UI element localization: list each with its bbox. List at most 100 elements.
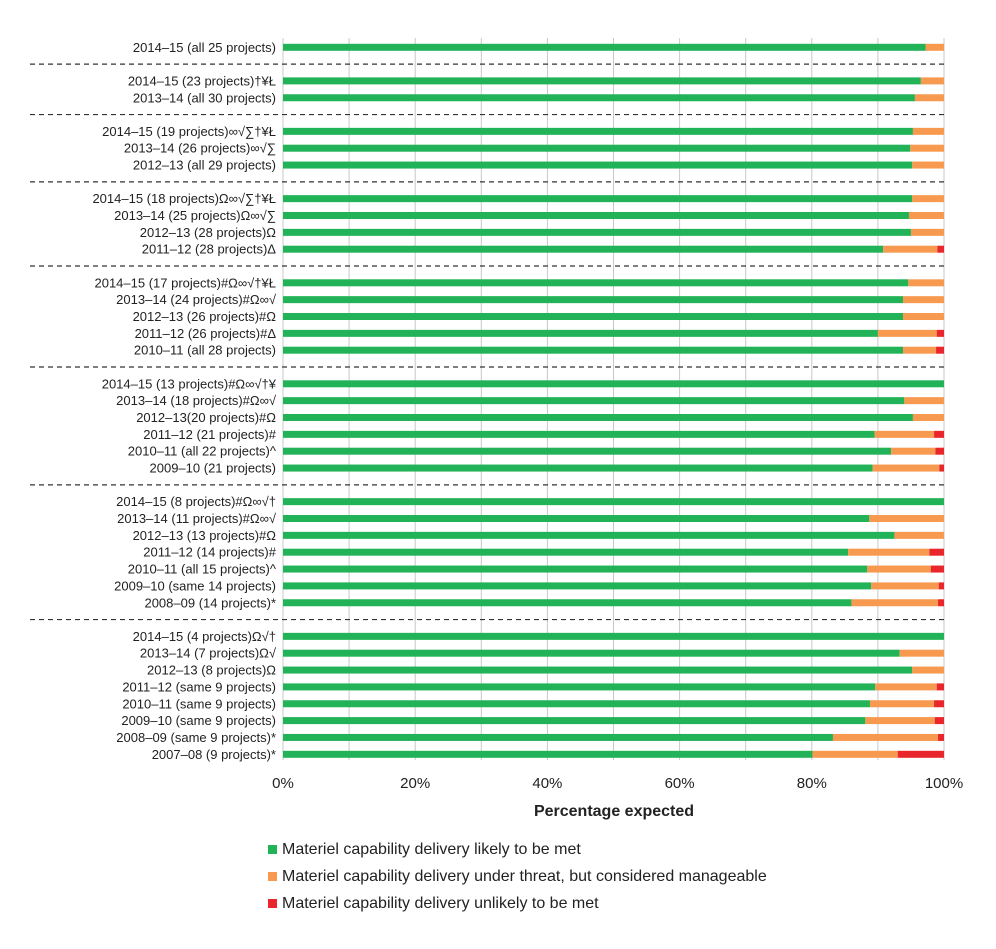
legend-swatch — [268, 872, 277, 881]
bar-row — [283, 296, 944, 304]
bar-row — [283, 565, 944, 573]
bar-segment-likely — [283, 346, 904, 354]
bar-segment-unlikely — [929, 548, 944, 556]
category-label: 2014–15 (4 projects)Ω√† — [133, 629, 276, 644]
bar-segment-likely — [283, 717, 866, 725]
category-label: 2012–13 (all 29 projects) — [133, 158, 276, 173]
bar-row — [283, 733, 944, 741]
bar-row — [283, 649, 944, 657]
bar-segment-threat — [894, 531, 944, 539]
x-tick-label: 100% — [925, 775, 963, 792]
bar-segment-threat — [912, 666, 944, 674]
bar-segment-threat — [832, 733, 939, 741]
category-label: 2013–14 (26 projects)∞√∑ — [124, 141, 276, 156]
category-label: 2014–15 (all 25 projects) — [133, 40, 276, 55]
bar-segment-unlikely — [936, 683, 944, 691]
x-tick-label: 40% — [532, 775, 562, 792]
category-label: 2011–12 (21 projects)# — [143, 427, 277, 442]
bar-segment-threat — [812, 750, 898, 758]
bar-segment-likely — [283, 683, 876, 691]
bar-row — [283, 666, 944, 674]
bar-segment-threat — [871, 582, 939, 590]
bar-segment-unlikely — [936, 329, 944, 337]
bar-row — [283, 683, 944, 691]
category-label: 2011–12 (14 projects)# — [143, 545, 277, 560]
bar-segment-threat — [869, 515, 944, 522]
bar-segment-threat — [891, 447, 936, 455]
category-label: 2010–11 (all 22 projects)^ — [128, 444, 277, 459]
bar-row — [283, 346, 944, 354]
bar-segment-likely — [283, 498, 944, 506]
bar-row — [283, 228, 944, 236]
category-label: 2008–09 (14 projects)* — [144, 595, 276, 610]
bar-row — [283, 548, 944, 556]
category-label: 2014–15 (23 projects)†¥Ł — [128, 73, 276, 88]
bar-segment-likely — [283, 548, 849, 556]
bar-segment-threat — [908, 212, 944, 219]
bar-segment-likely — [283, 161, 913, 169]
category-label: 2014–15 (17 projects)#Ω∞√†¥Ł — [94, 275, 276, 290]
bar-segment-likely — [283, 700, 870, 708]
category-label: 2013–14 (25 projects)Ω∞√∑ — [114, 208, 276, 223]
legend-item-likely: Materiel capability delivery likely to b… — [268, 836, 767, 863]
bar-segment-unlikely — [938, 733, 944, 741]
category-label: 2008–09 (same 9 projects)* — [116, 730, 276, 745]
category-label: 2013–14 (11 projects)#Ω∞√ — [117, 511, 277, 526]
bar-segment-threat — [910, 144, 944, 152]
legend: Materiel capability delivery likely to b… — [268, 836, 767, 917]
bar-segment-unlikely — [937, 245, 944, 253]
bar-segment-threat — [914, 94, 944, 102]
bar-segment-likely — [283, 212, 909, 219]
bar-segment-unlikely — [936, 346, 944, 354]
category-label: 2014–15 (8 projects)#Ω∞√† — [116, 494, 276, 509]
bars — [283, 43, 944, 758]
bar-segment-likely — [283, 279, 909, 287]
bar-segment-threat — [848, 548, 930, 556]
bar-segment-threat — [910, 228, 944, 236]
bar-row — [283, 750, 944, 758]
category-label: 2012–13 (13 projects)#Ω — [133, 528, 277, 543]
bar-segment-likely — [283, 77, 921, 85]
legend-label: Materiel capability delivery unlikely to… — [282, 894, 599, 912]
legend-item-unlikely: Materiel capability delivery unlikely to… — [268, 890, 767, 917]
bar-row — [283, 498, 944, 506]
category-label: 2013–14 (all 30 projects) — [133, 90, 276, 105]
category-label: 2012–13 (26 projects)#Ω — [133, 309, 277, 324]
category-label: 2014–15 (18 projects)Ω∞√∑†¥Ł — [92, 191, 276, 206]
category-label: 2011–12 (28 projects)Δ — [142, 242, 277, 257]
category-label: 2007–08 (9 projects)* — [152, 747, 276, 762]
bar-segment-threat — [912, 414, 944, 421]
bar-segment-unlikely — [934, 700, 944, 708]
bar-row — [283, 195, 944, 203]
bar-row — [283, 380, 944, 388]
bar-segment-threat — [912, 127, 944, 135]
bar-segment-unlikely — [934, 430, 944, 438]
bar-segment-unlikely — [938, 599, 944, 607]
bar-segment-unlikely — [939, 464, 944, 472]
bar-segment-threat — [865, 717, 935, 725]
bar-segment-likely — [283, 245, 884, 253]
category-label: 2014–15 (13 projects)#Ω∞√†¥ — [102, 376, 277, 391]
bar-row — [283, 127, 944, 135]
bar-segment-threat — [920, 77, 944, 85]
category-label: 2010–11 (all 28 projects) — [134, 343, 276, 358]
category-label: 2010–11 (all 15 projects)^ — [128, 562, 277, 577]
bar-segment-likely — [283, 195, 913, 203]
category-label: 2012–13 (8 projects)Ω — [147, 663, 276, 678]
bar-segment-likely — [283, 380, 944, 388]
bar-row — [283, 329, 944, 337]
bar-row — [283, 430, 944, 438]
category-label: 2012–13(20 projects)#Ω — [136, 410, 276, 425]
bar-row — [283, 447, 944, 455]
bar-segment-threat — [903, 346, 937, 354]
bar-row — [283, 531, 944, 539]
category-label: 2011–12 (same 9 projects) — [122, 679, 276, 694]
category-label: 2009–10 (same 9 projects) — [121, 713, 276, 728]
stacked-bar-chart: 2014–15 (all 25 projects) 2014–15 (23 pro… — [30, 38, 963, 820]
bar-row — [283, 94, 944, 102]
x-tick-label: 0% — [272, 775, 294, 792]
legend-label: Materiel capability delivery under threa… — [282, 867, 767, 885]
category-label: 2012–13 (28 projects)Ω — [140, 225, 276, 240]
bar-segment-likely — [283, 750, 813, 758]
bar-segment-likely — [283, 599, 852, 607]
